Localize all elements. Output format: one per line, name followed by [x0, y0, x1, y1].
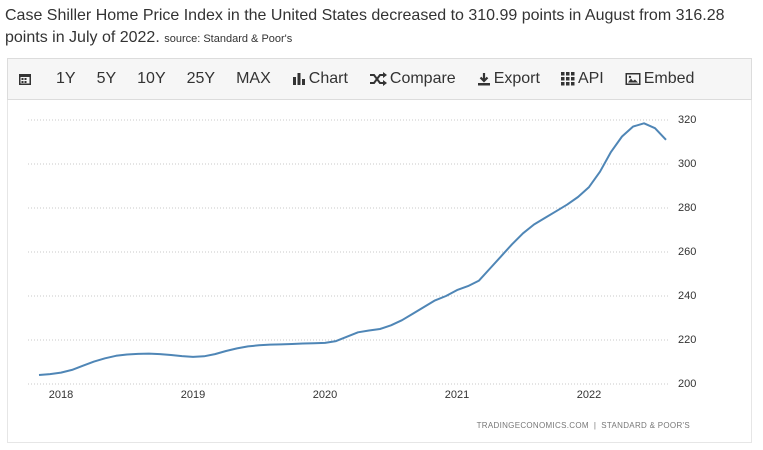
y-tick-label: 260	[678, 246, 696, 258]
range-25y[interactable]: 25Y	[187, 70, 215, 88]
embed-button[interactable]: Embed	[625, 70, 695, 88]
chart: 200 220 240 260 280 300 320 2018 2019 2020 2021 202…	[28, 114, 696, 430]
y-tick-label: 220	[678, 334, 696, 346]
source: source: Standard & Poor's	[164, 33, 293, 45]
x-tick-label: 2018	[49, 389, 73, 401]
api-button[interactable]: API	[560, 70, 604, 88]
label: API	[577, 70, 604, 87]
label: Embed	[643, 70, 695, 87]
y-tick-label: 200	[678, 378, 696, 390]
label: 10Y	[137, 70, 166, 87]
title-text: Case Shiller Home Price Index in the Uni…	[5, 7, 725, 46]
label: MAX	[236, 70, 271, 87]
range-10y[interactable]: 10Y	[137, 70, 165, 88]
x-tick-label: 2022	[577, 389, 601, 401]
label: 5Y	[96, 70, 117, 87]
y-tick-label: 280	[678, 202, 696, 214]
range-5y[interactable]: 5Y	[97, 70, 117, 88]
range-1y[interactable]: 1Y	[56, 70, 76, 88]
export-button[interactable]: Export	[477, 70, 540, 88]
label: 1Y	[56, 70, 76, 87]
chart-button[interactable]: Chart	[292, 70, 348, 88]
credit: TRADINGECONOMICS.COM | STANDARD & POOR'S	[477, 421, 690, 430]
label: Chart	[308, 70, 348, 87]
x-tick-label: 2021	[445, 389, 469, 401]
label: Export	[493, 70, 540, 87]
y-tick-label: 320	[678, 114, 696, 126]
x-tick-label: 2020	[313, 389, 337, 401]
y-tick-label: 300	[678, 158, 696, 170]
compare-button[interactable]: Compare	[369, 70, 456, 88]
y-tick-label: 240	[678, 290, 696, 302]
calendar-button[interactable]	[18, 72, 35, 86]
headline: Case Shiller Home Price Index in the Uni…	[5, 5, 760, 50]
chart-frame	[7, 100, 752, 443]
x-tick-label: 2019	[181, 389, 205, 401]
price-line	[38, 122, 667, 376]
range-max[interactable]: MAX	[236, 70, 271, 88]
label: Compare	[389, 70, 456, 87]
toolbar: 1Y 5Y 10Y 25Y MAX Chart Compare Export A…	[7, 58, 752, 100]
label: 25Y	[186, 70, 216, 87]
